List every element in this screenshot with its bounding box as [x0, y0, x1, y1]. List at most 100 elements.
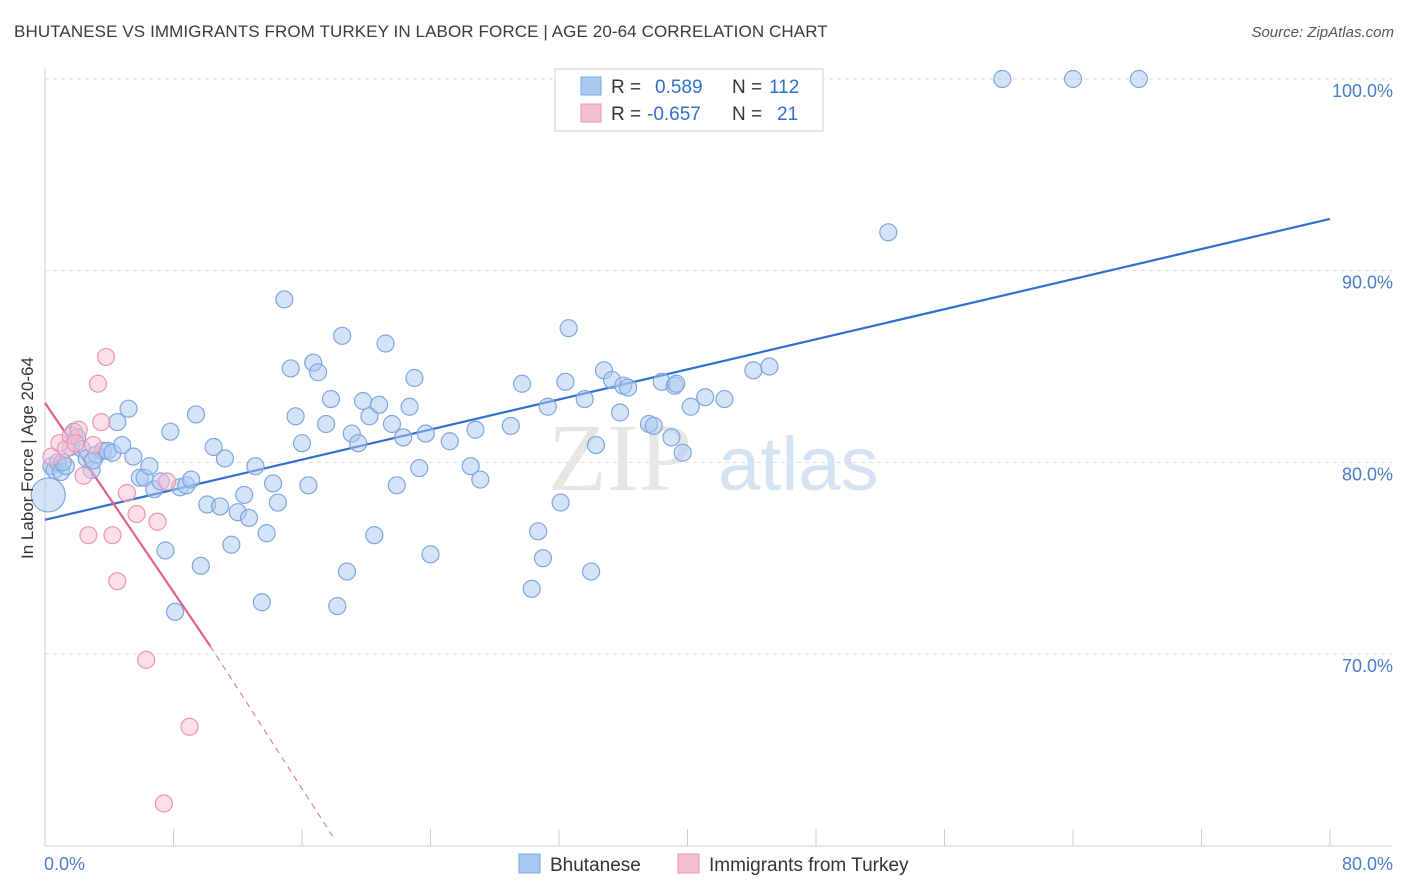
turkey-point: [74, 466, 93, 485]
y-tick-label: 100.0%: [1332, 81, 1393, 101]
bhutanese-point: [166, 602, 185, 621]
bhutanese-point: [30, 477, 66, 513]
bhutanese-point: [281, 359, 300, 378]
bhutanese-point: [405, 368, 424, 388]
bhutanese-point: [538, 397, 557, 416]
bhutanese-point: [416, 424, 435, 443]
bhutanese-point: [215, 449, 234, 468]
bhutanese-point: [119, 399, 138, 418]
bhutanese-point: [263, 474, 283, 493]
bhutanese-point: [376, 334, 395, 353]
turkey-point: [42, 447, 61, 466]
bhutanese-point: [124, 447, 143, 466]
bhutanese-point: [471, 470, 490, 489]
bhutanese-point: [275, 290, 294, 309]
bhutanese-point: [618, 378, 638, 397]
bhutanese-point: [644, 416, 663, 436]
legend-n-label-1: N =: [732, 77, 762, 98]
bhutanese-point: [575, 389, 594, 409]
watermark: ZIP atlas: [548, 404, 879, 511]
bhutanese-point: [321, 389, 341, 409]
turkey-point: [127, 504, 146, 524]
turkey-point: [103, 526, 122, 545]
turkey-point: [148, 512, 167, 531]
bhutanese-point: [586, 435, 606, 455]
bhutanese-point: [182, 470, 201, 489]
bhutanese-point: [239, 508, 259, 528]
bhutanese-point: [421, 545, 440, 564]
bhutanese-point: [257, 524, 276, 543]
bhutanese-point: [879, 223, 898, 242]
bhutanese-point: [760, 357, 779, 376]
bhutanese-point: [316, 414, 336, 434]
bhutanese-point: [512, 374, 532, 393]
bhutanese-point: [400, 397, 419, 416]
y-tick-label: 80.0%: [1342, 464, 1393, 484]
bottom-legend-label-turkey: Immigrants from Turkey: [709, 855, 909, 876]
x-tick-labels: 0.0% 80.0%: [44, 854, 1393, 874]
x-tick-label-max: 80.0%: [1342, 854, 1393, 874]
bhutanese-point: [353, 391, 373, 411]
bottom-legend: Bhutanese Immigrants from Turkey: [518, 853, 909, 876]
watermark-atlas: atlas: [718, 422, 879, 507]
bhutanese-point: [222, 535, 241, 554]
grid-lines: [45, 78, 1392, 655]
legend-swatch-blue: [580, 76, 602, 96]
turkey-point: [154, 794, 173, 813]
bhutanese-point: [673, 443, 692, 462]
turkey-point: [108, 572, 127, 591]
bhutanese-point: [156, 541, 175, 560]
bhutanese-point: [744, 361, 763, 380]
bhutanese-point: [235, 485, 254, 505]
bhutanese-point: [466, 420, 485, 439]
bhutanese-point: [681, 397, 700, 416]
bhutanese-point: [108, 412, 127, 432]
legend-n-value-2: 21: [777, 104, 798, 125]
bhutanese-point: [299, 476, 318, 495]
bhutanese-point: [696, 388, 715, 407]
legend-swatch-pink: [580, 103, 602, 123]
bhutanese-point: [394, 428, 413, 447]
legend-r-value-2: -0.657: [647, 104, 701, 125]
bhutanese-point: [268, 493, 288, 512]
bhutanese-point: [349, 434, 368, 453]
bhutanese-point: [522, 579, 541, 598]
turkey-point: [96, 347, 116, 367]
bhutanese-point: [667, 374, 686, 393]
bhutanese-point: [529, 522, 548, 541]
bhutanese-point: [308, 363, 328, 382]
bottom-legend-swatch-blue: [518, 853, 541, 874]
y-axis-label: In Labor Force | Age 20-64: [18, 357, 37, 559]
bhutanese-point: [440, 432, 459, 451]
bhutanese-point: [186, 405, 206, 424]
bhutanese-point: [204, 437, 223, 457]
bhutanese-point: [161, 422, 180, 441]
turkey-point: [88, 374, 108, 393]
bhutanese-point: [662, 428, 681, 447]
turkey-point: [137, 650, 156, 669]
bhutanese-point: [328, 596, 347, 616]
bhutanese-point: [501, 416, 520, 436]
legend-n-label-2: N =: [732, 104, 762, 125]
bhutanese-point: [246, 457, 265, 476]
turkey-point: [66, 434, 85, 453]
bhutanese-point: [556, 372, 575, 391]
bhutanese-point: [292, 434, 312, 453]
turkey-point: [157, 472, 177, 491]
y-tick-labels: 70.0% 80.0% 90.0% 100.0%: [1332, 81, 1393, 676]
bhutanese-point: [365, 526, 384, 545]
x-tick-label-min: 0.0%: [44, 854, 85, 874]
legend-r-label-1: R =: [611, 77, 641, 98]
series-bhutanese: [30, 69, 1148, 621]
series-turkey: [42, 347, 199, 813]
bhutanese-point: [84, 451, 103, 470]
bhutanese-point: [559, 319, 578, 338]
bhutanese-point: [533, 549, 553, 568]
bottom-legend-swatch-pink: [677, 853, 700, 874]
bhutanese-point: [461, 457, 480, 476]
bottom-legend-label-bhutanese: Bhutanese: [550, 855, 641, 876]
legend-r-value-1: 0.589: [655, 77, 703, 98]
legend-box: R = 0.589 N = 112 R = -0.657 N = 21: [554, 68, 824, 132]
bhutanese-point: [1129, 69, 1148, 89]
